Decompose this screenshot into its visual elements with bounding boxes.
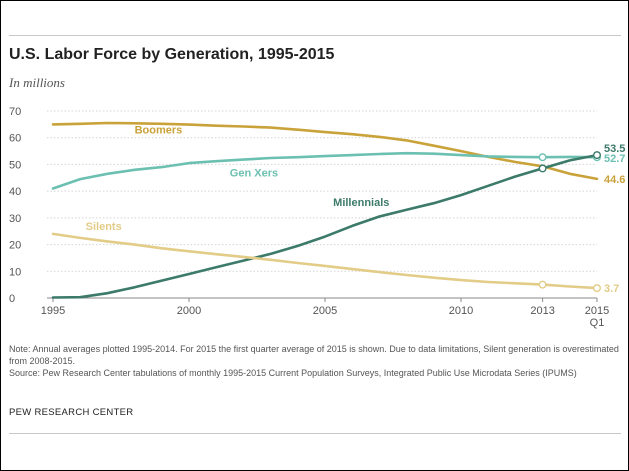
- x-tick-sublabel: Q1: [590, 317, 605, 329]
- end-value-label: 44.6: [604, 174, 625, 186]
- series-label: Millennials: [333, 197, 389, 209]
- series-label: Gen Xers: [230, 167, 278, 179]
- end-value-label: 3.7: [604, 283, 619, 295]
- x-tick-label: 2000: [177, 305, 201, 317]
- x-tick-label: 1995: [41, 305, 65, 317]
- chart-title: U.S. Labor Force by Generation, 1995-201…: [9, 46, 335, 63]
- y-tick-label: 20: [9, 240, 21, 252]
- data-point-2013: [538, 280, 547, 289]
- y-tick-label: 50: [9, 159, 21, 171]
- notes-block: Note: Annual averages plotted 1995-2014.…: [9, 343, 625, 379]
- y-tick-label: 30: [9, 213, 21, 225]
- y-tick-label: 0: [9, 293, 15, 305]
- bottom-rule: [9, 433, 621, 434]
- x-tick-label: 2015: [585, 305, 609, 317]
- end-value-label: 53.5: [604, 143, 625, 155]
- series-line-millennials: [51, 153, 599, 299]
- chart-source: Source: Pew Research Center tabulations …: [9, 368, 577, 378]
- credit-line: PEW RESEARCH CENTER: [9, 407, 134, 418]
- chart-subtitle: In millions: [9, 75, 65, 90]
- y-tick-label: 40: [9, 186, 21, 198]
- series-label: Silents: [86, 221, 122, 233]
- y-tick-label: 70: [9, 106, 21, 118]
- chart-note: Note: Annual averages plotted 1995-2014.…: [9, 344, 619, 366]
- top-rule: [9, 35, 621, 36]
- line-chart: 0 10 20 30 40 50 60 70 1995 2000 2005 2010 2013 2015Q…: [9, 106, 625, 329]
- x-tick-label: 2005: [313, 305, 337, 317]
- series-label: Boomers: [135, 125, 183, 137]
- series-line-gen-xers: [51, 151, 599, 190]
- y-tick-label: 60: [9, 133, 21, 145]
- y-tick-label: 10: [9, 266, 21, 278]
- data-point-2015: [593, 284, 602, 293]
- series-line-silents: [51, 232, 599, 290]
- end-value-label: 52.7: [604, 153, 625, 165]
- data-point-2013: [538, 164, 547, 173]
- x-tick-label: 2013: [530, 305, 554, 317]
- data-point-2015: [593, 151, 602, 160]
- series-line-boomers: [51, 121, 599, 181]
- x-tick-label: 2010: [449, 305, 473, 317]
- data-point-2013: [538, 153, 547, 162]
